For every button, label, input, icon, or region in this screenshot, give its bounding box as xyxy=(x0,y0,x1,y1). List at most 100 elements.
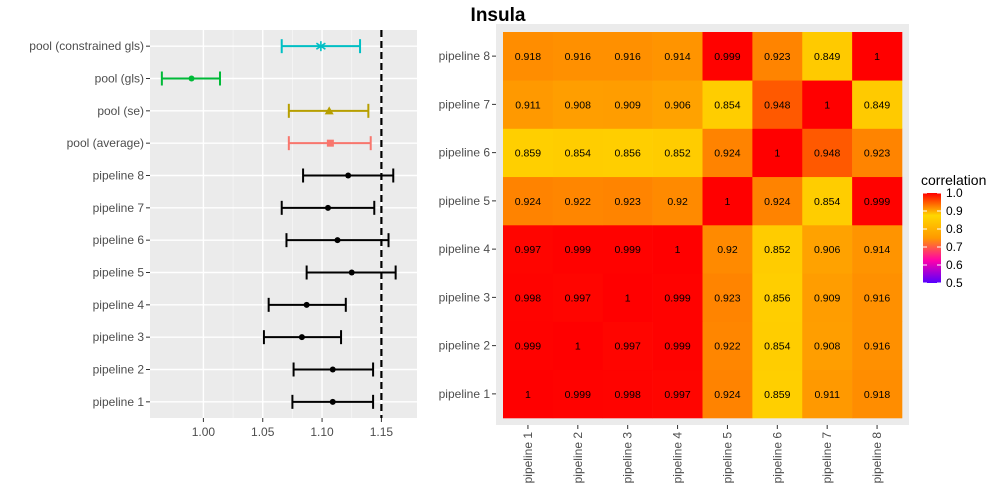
heatmap-cell xyxy=(652,273,703,322)
cell-value-label: 0.859 xyxy=(764,389,790,401)
estimate-point xyxy=(303,301,310,308)
cell-value-label: 0.92 xyxy=(667,196,688,208)
heatmap-cell xyxy=(652,321,703,371)
legend-tick-label: 0.5 xyxy=(946,276,963,290)
heatmap-cell xyxy=(552,321,604,371)
forest-plot: 1.00 1.05 1.10 1.15 pipeline 1 pipeline 2 pipe… xyxy=(29,30,417,439)
heatmap-cell xyxy=(602,273,653,322)
cell-value-label: 0.911 xyxy=(814,389,840,401)
heatmap-cell xyxy=(503,128,554,178)
cell-value-label: 0.916 xyxy=(864,292,890,304)
x-tick-label: pipeline 1 xyxy=(521,432,535,484)
legend-tick-label: 0.9 xyxy=(946,204,963,218)
cell-value-label: 0.948 xyxy=(764,99,790,111)
estimate-point xyxy=(345,172,352,179)
y-tick-label: pipeline 5 xyxy=(439,194,491,208)
estimate-point xyxy=(329,366,336,373)
heatmap-cell xyxy=(702,176,753,226)
cell-value-label: 0.999 xyxy=(565,244,591,256)
cell-value-label: 0.948 xyxy=(814,148,840,160)
heatmap-cell xyxy=(752,80,803,129)
cell-value-label: 0.997 xyxy=(515,244,541,256)
cell-value-label: 0.997 xyxy=(615,341,641,353)
plot-panel xyxy=(150,30,417,418)
cell-value-label: 0.999 xyxy=(615,244,641,256)
cell-value-label: 0.999 xyxy=(714,51,740,63)
heatmap-cell xyxy=(852,176,903,226)
heatmap-cell xyxy=(802,273,853,322)
estimate-point xyxy=(324,106,334,115)
cell-value-label: 0.923 xyxy=(764,51,790,63)
heatmap-cell xyxy=(702,273,753,322)
cell-value-label: 0.856 xyxy=(615,148,641,160)
cell-value-label: 0.999 xyxy=(864,196,890,208)
heatmap-cell xyxy=(602,225,653,274)
heatmap-cell xyxy=(652,225,703,274)
y-tick-label: pipeline 3 xyxy=(93,330,145,344)
cell-value-label: 0.923 xyxy=(864,148,890,160)
heatmap-cell xyxy=(852,225,903,274)
cell-value-label: 1 xyxy=(675,244,681,256)
correlation-heatmap: 1 0.999 0.998 0.997 0.924 0.859 0.911 0.918 0.99… xyxy=(439,24,909,483)
heatmap-cell xyxy=(752,225,803,274)
x-tick-label: 1.10 xyxy=(310,425,334,439)
cell-value-label: 0.909 xyxy=(615,99,641,111)
x-tick-label: pipeline 3 xyxy=(621,432,635,484)
cell-value-label: 0.997 xyxy=(565,292,591,304)
cell-value-label: 0.924 xyxy=(515,196,541,208)
heatmap-cell xyxy=(852,369,903,419)
heatmap-cell xyxy=(752,176,803,226)
legend-tick-label: 0.7 xyxy=(946,240,963,254)
heatmap-cell xyxy=(852,321,903,371)
heatmap-cell xyxy=(802,225,853,274)
heatmap-cell xyxy=(852,128,903,178)
estimate-point xyxy=(326,139,334,147)
estimate-point xyxy=(325,204,331,211)
estimate-point xyxy=(329,398,336,405)
heatmap-cell xyxy=(702,80,753,129)
cell-value-label: 0.849 xyxy=(814,51,840,63)
heatmap-cell xyxy=(552,369,604,419)
estimate-point xyxy=(334,237,341,244)
legend-colorbar xyxy=(923,193,941,283)
heatmap-cell xyxy=(802,128,853,178)
heatmap-cell xyxy=(602,321,653,371)
x-tick-label: 1.15 xyxy=(370,425,394,439)
legend-tick-label: 0.8 xyxy=(946,222,963,236)
y-tick-label: pipeline 8 xyxy=(93,169,145,183)
cell-value-label: 1 xyxy=(874,51,880,63)
heatmap-cell xyxy=(503,32,554,81)
heatmap-cell xyxy=(602,369,653,419)
heatmap-cell xyxy=(752,32,803,81)
cell-value-label: 0.908 xyxy=(814,341,840,353)
cell-value-label: 0.852 xyxy=(764,244,790,256)
heatmap-cell xyxy=(552,128,604,178)
y-tick-label: pool (constrained gls) xyxy=(29,39,144,53)
heatmap-cell xyxy=(552,32,604,81)
heatmap-cell xyxy=(652,369,703,419)
y-tick-label: pool (gls) xyxy=(95,72,144,86)
heatmap-cell xyxy=(503,80,554,129)
y-tick-label: pipeline 7 xyxy=(439,97,491,111)
heatmap-cell xyxy=(702,128,753,178)
x-tick-label: pipeline 8 xyxy=(870,432,884,484)
x-tick-label: pipeline 4 xyxy=(671,432,685,484)
heatmap-cell xyxy=(752,369,803,419)
cell-value-label: 0.909 xyxy=(814,292,840,304)
cell-value-label: 0.924 xyxy=(714,148,740,160)
legend-title: correlation xyxy=(921,172,986,188)
cell-value-label: 0.918 xyxy=(515,51,541,63)
estimate-point xyxy=(315,41,326,52)
cell-value-label: 1 xyxy=(625,292,631,304)
cell-value-label: 0.916 xyxy=(864,341,890,353)
cell-value-label: 0.92 xyxy=(717,244,738,256)
cell-value-label: 0.999 xyxy=(664,341,690,353)
heatmap-cell xyxy=(503,369,554,419)
cell-value-label: 0.923 xyxy=(714,292,740,304)
heatmap-cell xyxy=(503,176,554,226)
cell-value-label: 0.999 xyxy=(565,389,591,401)
legend-tick-label: 0.6 xyxy=(946,258,963,272)
estimate-point xyxy=(298,334,305,341)
y-tick-label: pipeline 2 xyxy=(439,339,491,353)
cell-value-label: 0.914 xyxy=(664,51,690,63)
